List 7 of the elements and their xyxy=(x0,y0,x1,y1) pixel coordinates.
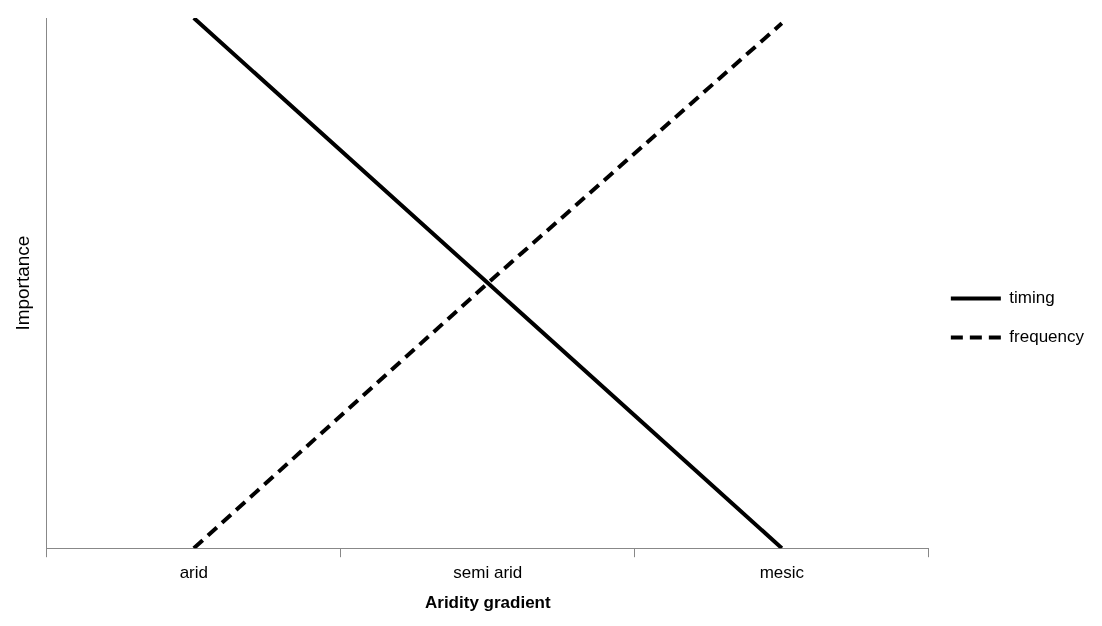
x-tick-label: arid xyxy=(179,563,208,583)
legend-label: timing xyxy=(1009,288,1055,308)
x-tick-label: semi arid xyxy=(453,563,523,583)
y-axis-title: Importance xyxy=(11,235,33,331)
legend-label: frequency xyxy=(1009,327,1085,347)
x-axis-title: Aridity gradient xyxy=(425,593,551,613)
x-tick-label: mesic xyxy=(759,563,805,583)
